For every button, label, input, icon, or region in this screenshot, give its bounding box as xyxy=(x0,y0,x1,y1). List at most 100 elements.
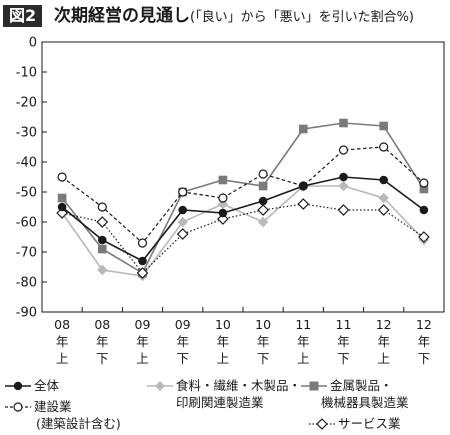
x-tick-label: 下 xyxy=(418,351,431,366)
x-tick-label: 上 xyxy=(217,351,230,366)
data-point-2-8 xyxy=(378,192,389,204)
chart-legend: 全体 建設業 (建築設計含む) 食料・繊維・木製品・ 印刷関連製造業 金属製品・… xyxy=(0,375,450,435)
data-point-1-7 xyxy=(338,145,349,155)
x-tick-label: 下 xyxy=(96,351,109,366)
data-point-1-3 xyxy=(178,187,188,197)
x-tick-label: 年 xyxy=(136,334,149,349)
data-point-1-8 xyxy=(379,142,389,152)
x-tick-label: 年 xyxy=(297,334,310,349)
y-tick-label: -10 xyxy=(16,66,37,81)
data-point-0-7 xyxy=(339,172,348,182)
data-point-4-1 xyxy=(96,216,109,228)
data-point-4-3 xyxy=(176,228,189,240)
x-tick-label: 上 xyxy=(136,351,149,366)
x-tick-label: 年 xyxy=(418,334,431,349)
data-point-0-1 xyxy=(98,235,107,245)
x-tick-label: 年 xyxy=(56,334,69,349)
x-tick-label: 年 xyxy=(257,334,270,349)
data-point-3-0 xyxy=(57,193,67,203)
x-tick-label: 年 xyxy=(217,334,230,349)
chart-title-main: 次期経営の見通し xyxy=(54,6,190,26)
data-point-2-7 xyxy=(338,180,349,192)
series-line-1 xyxy=(61,146,425,244)
y-tick-label: -90 xyxy=(16,306,37,321)
figure-header: 図2 次期経営の見通し(「良い」から「悪い」を引いた割合%) xyxy=(0,0,450,36)
legend-label-construction: 建設業 xyxy=(34,399,72,414)
x-tick-label: 09 xyxy=(135,317,151,332)
data-point-4-0 xyxy=(56,207,68,219)
series-line-0 xyxy=(61,176,425,263)
data-point-0-9 xyxy=(419,205,429,215)
y-tick-label: -80 xyxy=(16,276,37,291)
data-point-3-4 xyxy=(218,175,228,185)
legend-label-metal-machinery-line2: 機械器具製造業 xyxy=(321,395,409,410)
x-tick-label: 11 xyxy=(295,317,311,332)
data-point-3-1 xyxy=(98,244,107,254)
y-tick-label: -70 xyxy=(16,246,37,261)
series-line-3 xyxy=(61,122,425,275)
x-tick-label: 12 xyxy=(416,317,432,332)
data-point-4-4 xyxy=(217,213,229,225)
x-tick-label: 10 xyxy=(255,317,271,332)
x-tick-label: 11 xyxy=(336,317,352,332)
legend-label-overall: 全体 xyxy=(34,378,60,393)
data-point-1-9 xyxy=(419,178,429,188)
data-point-4-8 xyxy=(377,204,390,216)
x-tick-label: 年 xyxy=(337,334,350,349)
y-tick-label: 0 xyxy=(29,36,37,51)
y-tick-label: -60 xyxy=(16,216,37,231)
data-point-0-0 xyxy=(57,202,67,212)
y-tick-label: -30 xyxy=(16,126,37,141)
data-point-3-5 xyxy=(258,181,268,191)
data-point-3-7 xyxy=(339,118,348,128)
x-tick-label: 08 xyxy=(54,317,70,332)
x-tick-label: 下 xyxy=(176,351,189,366)
data-point-0-6 xyxy=(299,181,308,191)
data-point-1-0 xyxy=(57,172,67,182)
series-line-2 xyxy=(61,185,425,277)
data-point-4-2 xyxy=(136,267,149,279)
series-line-4 xyxy=(61,203,425,274)
chart-subtitle: (「良い」から「悪い」を引いた割合%) xyxy=(190,10,414,25)
legend-label-food-textile-line2: 印刷関連製造業 xyxy=(176,395,264,410)
data-point-2-1 xyxy=(97,264,108,276)
data-point-0-8 xyxy=(379,175,389,185)
data-point-4-5 xyxy=(257,204,269,216)
x-tick-label: 上 xyxy=(377,351,390,366)
legend-label-services: サービス業 xyxy=(338,416,401,431)
y-tick-label: -50 xyxy=(16,186,37,201)
y-tick-label: -20 xyxy=(16,96,37,111)
data-point-0-2 xyxy=(138,256,147,266)
data-point-1-4 xyxy=(218,193,228,203)
data-point-4-6 xyxy=(297,198,310,210)
y-tick-label: -40 xyxy=(16,156,37,171)
data-point-2-3 xyxy=(177,216,188,228)
x-tick-label: 下 xyxy=(257,351,270,366)
data-point-2-5 xyxy=(257,216,269,228)
legend-label-metal-machinery: 金属製品・ xyxy=(330,378,393,393)
data-point-1-2 xyxy=(137,238,148,248)
x-tick-label: 上 xyxy=(297,351,310,366)
data-point-3-8 xyxy=(379,121,388,131)
x-tick-label: 12 xyxy=(376,317,392,332)
data-point-4-9 xyxy=(418,231,430,243)
data-point-1-5 xyxy=(258,169,268,179)
data-point-3-6 xyxy=(299,124,308,134)
line-chart: 0 -10 -20 -30 -40 -50 -60 -70 -80 -90 08 年上 08 年下 09 年上… xyxy=(16,36,445,366)
x-tick-label: 年 xyxy=(176,334,189,349)
x-tick-label: 下 xyxy=(337,351,350,366)
data-point-0-3 xyxy=(178,205,187,215)
data-point-3-9 xyxy=(419,184,429,194)
x-tick-label: 10 xyxy=(215,317,231,332)
x-tick-label: 上 xyxy=(56,351,69,366)
x-tick-label: 年 xyxy=(377,334,390,349)
x-tick-label: 08 xyxy=(94,317,110,332)
legend-label-construction-note: (建築設計含む) xyxy=(36,416,121,431)
chart-title: 次期経営の見通し(「良い」から「悪い」を引いた割合%) xyxy=(54,5,414,29)
data-point-0-5 xyxy=(258,196,268,206)
data-point-4-7 xyxy=(337,204,350,216)
x-tick-label: 年 xyxy=(96,334,109,349)
data-point-0-4 xyxy=(218,208,228,218)
figure-badge: 図2 xyxy=(3,5,43,27)
x-tick-label: 09 xyxy=(175,317,191,332)
